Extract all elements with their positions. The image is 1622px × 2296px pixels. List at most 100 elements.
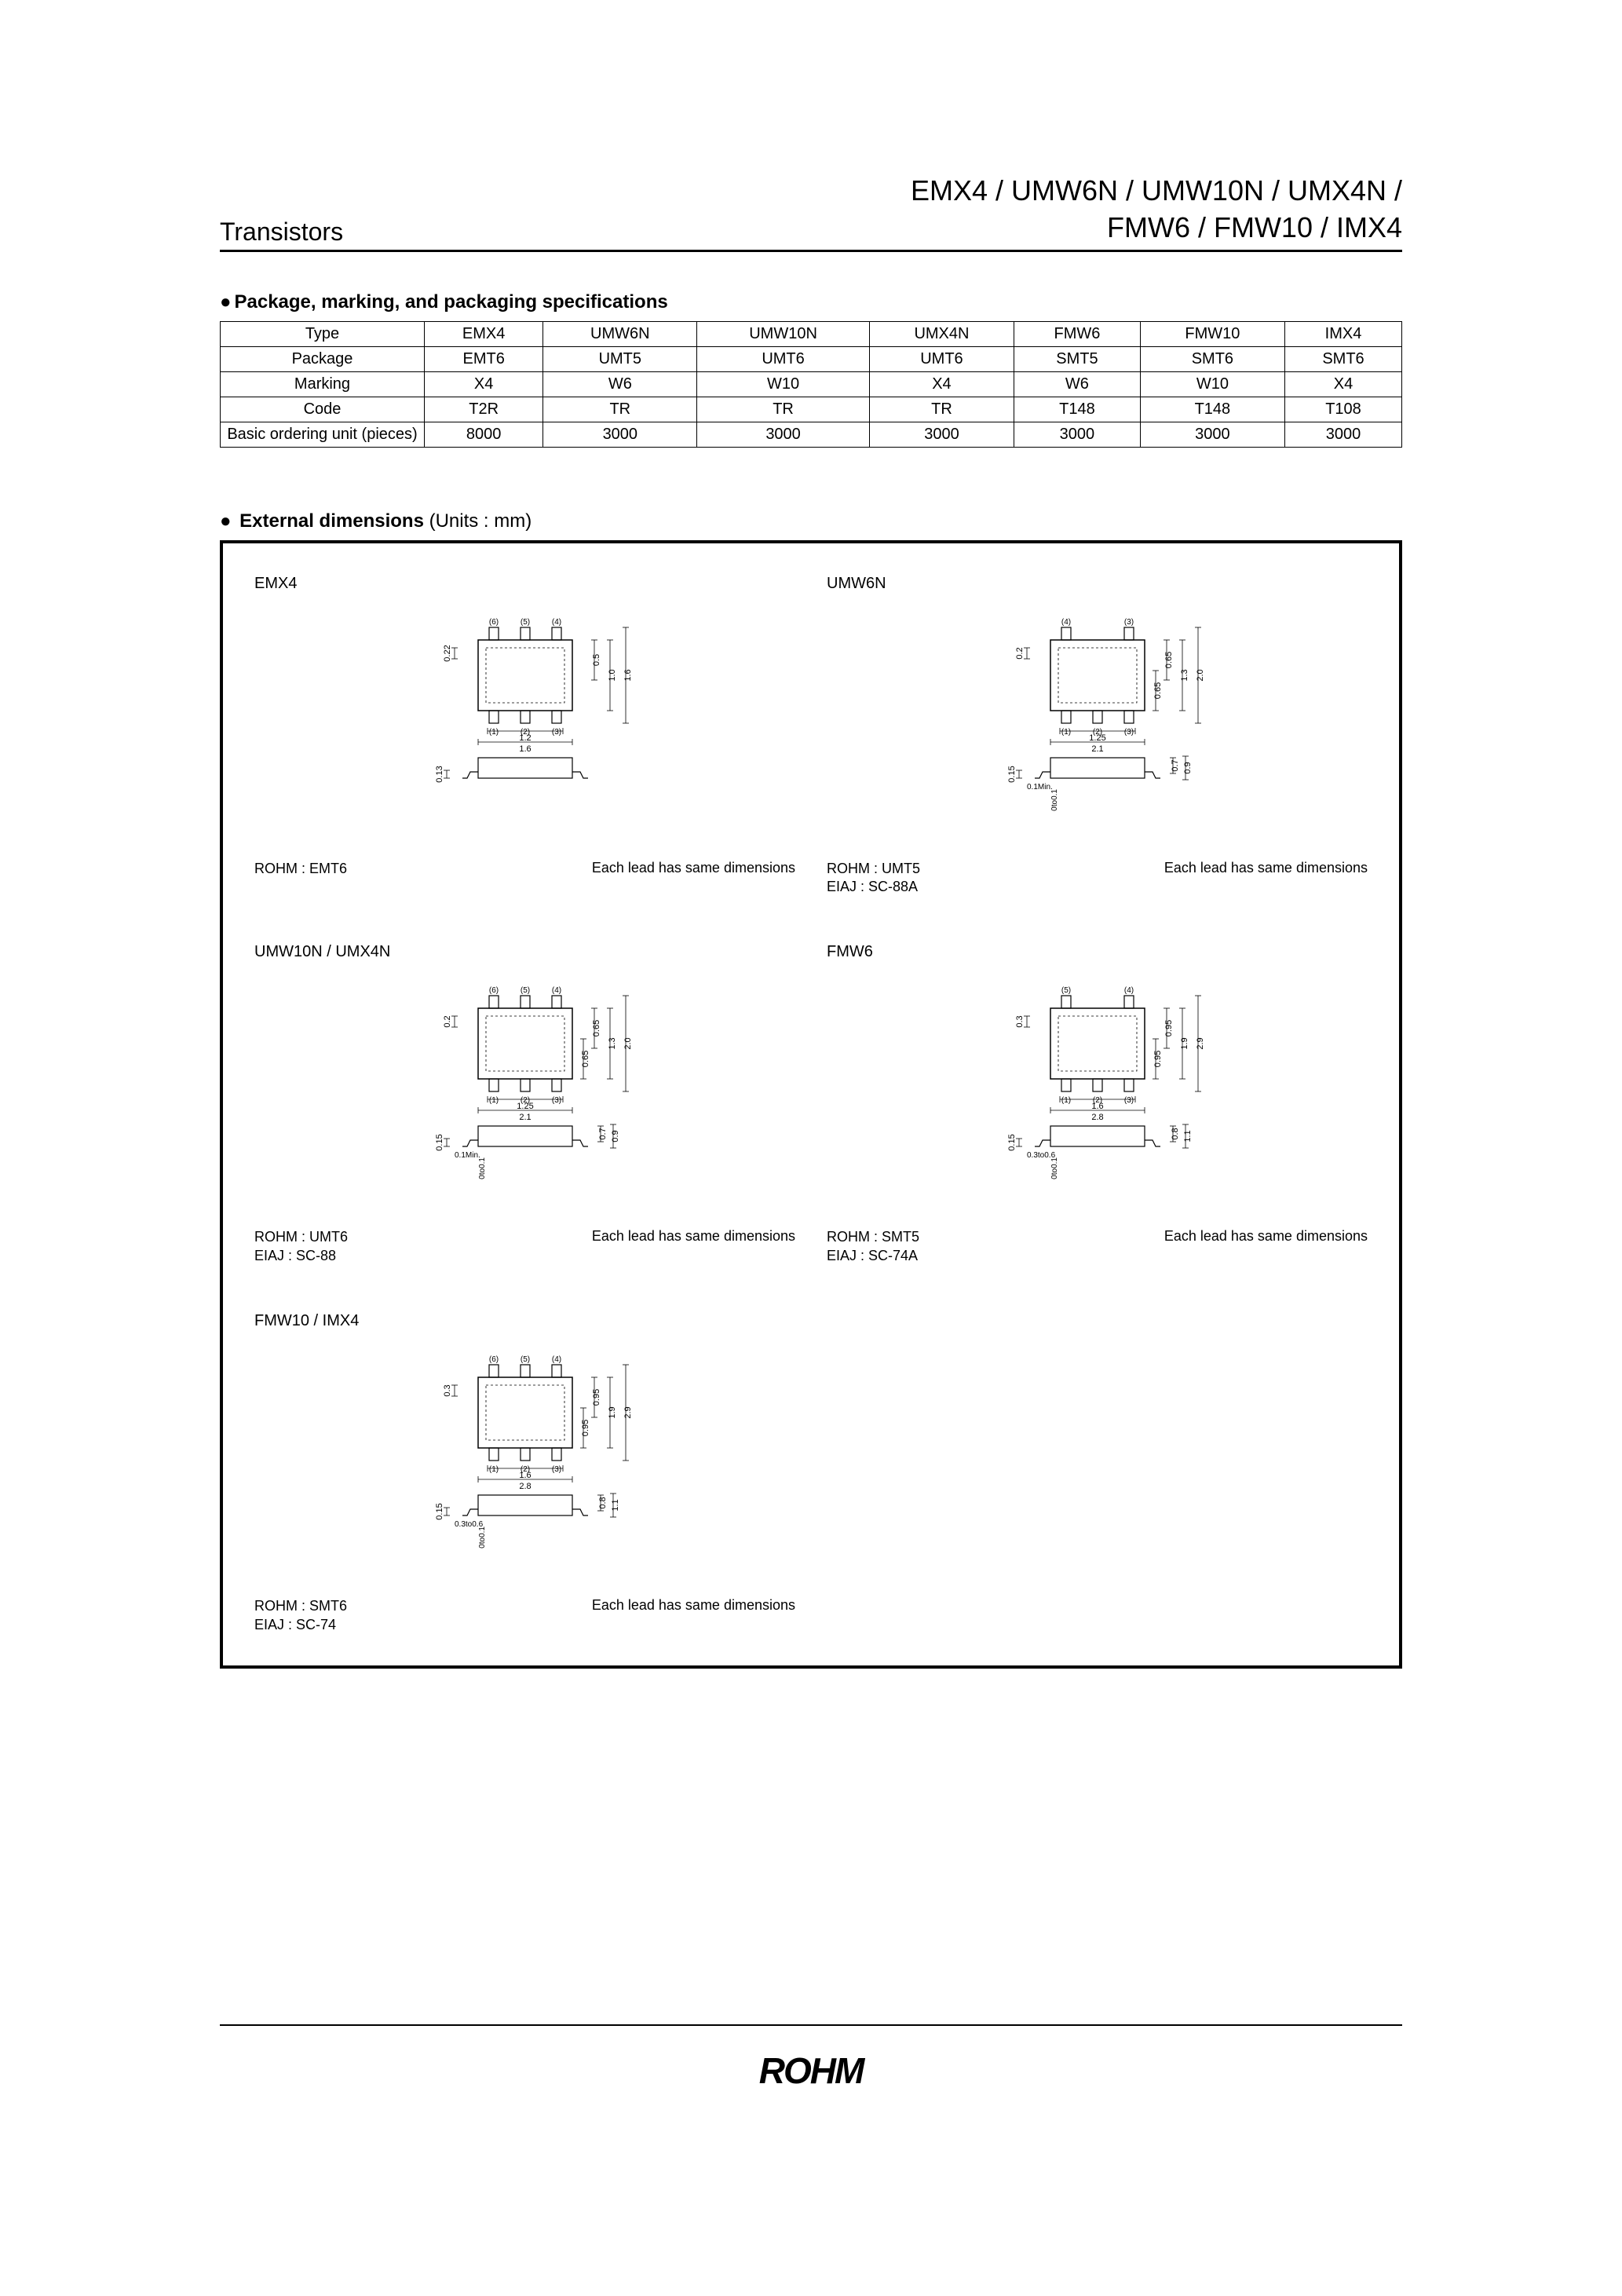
- table-row: PackageEMT6UMT5UMT6UMT6SMT5SMT6SMT6: [221, 346, 1402, 371]
- diagram-cell: UMW6N (4)(3)(1)(2)(3) 2.0 1.3 0.65 0.65: [827, 575, 1368, 897]
- svg-text:0to0.1: 0to0.1: [478, 1526, 487, 1548]
- table-cell: W10: [697, 371, 870, 397]
- table-cell: T108: [1285, 397, 1402, 422]
- header-right: EMX4 / UMW6N / UMW10N / UMX4N / FMW6 / F…: [911, 173, 1402, 247]
- svg-text:0to0.1: 0to0.1: [1050, 1157, 1059, 1179]
- svg-text:0.15: 0.15: [435, 1135, 444, 1151]
- svg-text:(1): (1): [488, 1465, 498, 1474]
- diagram-cell: FMW6 (5)(4)(1)(2)(3) 2.9 1.9 0.95 0.95: [827, 943, 1368, 1265]
- svg-text:2.0: 2.0: [623, 1038, 633, 1050]
- table-cell: FMW6: [1014, 321, 1141, 346]
- diagram-cell: EMX4 (6)(5)(4)(1)(2)(3) 1.6 1.0 0.5 1.6: [254, 575, 795, 897]
- table-row: MarkingX4W6W10X4W6W10X4: [221, 371, 1402, 397]
- svg-text:(1): (1): [1061, 1096, 1070, 1105]
- diagram-footer: ROHM : EMT6Each lead has same dimensions: [254, 860, 795, 878]
- page-header: Transistors EMX4 / UMW6N / UMW10N / UMX4…: [220, 173, 1402, 252]
- svg-text:2.8: 2.8: [519, 1482, 531, 1491]
- svg-text:(4): (4): [551, 1355, 561, 1364]
- svg-text:(1): (1): [488, 728, 498, 737]
- svg-text:1.25: 1.25: [1089, 733, 1105, 743]
- svg-text:0.3: 0.3: [1015, 1016, 1025, 1028]
- diagram-title: FMW10 / IMX4: [254, 1312, 795, 1330]
- table-cell: W10: [1140, 371, 1284, 397]
- table-cell: SMT6: [1140, 346, 1284, 371]
- package-codes: ROHM : SMT6EIAJ : SC-74: [254, 1597, 347, 1634]
- section-title-dimensions: External dimensions (Units : mm): [220, 510, 1402, 532]
- svg-text:0.15: 0.15: [1007, 766, 1017, 782]
- svg-text:(4): (4): [1061, 618, 1070, 627]
- table-cell: T148: [1140, 397, 1284, 422]
- rohm-logo: ROHM: [759, 2050, 864, 2091]
- lead-note: Each lead has same dimensions: [1164, 1228, 1368, 1245]
- header-right-line1: EMX4 / UMW6N / UMW10N / UMX4N /: [911, 173, 1402, 210]
- svg-text:0.7: 0.7: [598, 1128, 608, 1140]
- section-title-packaging: Package, marking, and packaging specific…: [220, 291, 1402, 313]
- svg-text:0.5: 0.5: [592, 653, 601, 665]
- svg-text:(4): (4): [551, 618, 561, 627]
- svg-text:1.3: 1.3: [1180, 669, 1189, 681]
- diagram-footer: ROHM : UMT6EIAJ : SC-88Each lead has sam…: [254, 1228, 795, 1265]
- row-label: Code: [221, 397, 425, 422]
- svg-text:(3): (3): [551, 1465, 561, 1474]
- table-cell: T2R: [425, 397, 543, 422]
- diagrams-box: EMX4 (6)(5)(4)(1)(2)(3) 1.6 1.0 0.5 1.6: [220, 540, 1402, 1669]
- row-label: Package: [221, 346, 425, 371]
- package-drawing: (4)(3)(1)(2)(3) 2.0 1.3 0.65 0.65 2.1: [827, 601, 1368, 860]
- table-cell: FMW10: [1140, 321, 1284, 346]
- table-cell: 3000: [697, 422, 870, 447]
- svg-text:(6): (6): [488, 1355, 498, 1364]
- table-cell: UMT6: [869, 346, 1014, 371]
- header-right-line2: FMW6 / FMW10 / IMX4: [911, 210, 1402, 247]
- svg-text:(5): (5): [520, 1355, 529, 1364]
- table-cell: TR: [543, 397, 697, 422]
- package-codes: ROHM : UMT5EIAJ : SC-88A: [827, 860, 920, 897]
- diagram-grid: EMX4 (6)(5)(4)(1)(2)(3) 1.6 1.0 0.5 1.6: [254, 575, 1368, 1634]
- svg-text:0.65: 0.65: [592, 1020, 601, 1036]
- svg-text:(5): (5): [1061, 986, 1070, 995]
- svg-text:(5): (5): [520, 618, 529, 627]
- table-cell: X4: [425, 371, 543, 397]
- svg-text:0.95: 0.95: [592, 1389, 601, 1406]
- packaging-table: TypeEMX4UMW6NUMW10NUMX4NFMW6FMW10IMX4Pac…: [220, 321, 1402, 448]
- svg-text:0.2: 0.2: [1015, 647, 1025, 659]
- diagram-footer: ROHM : SMT6EIAJ : SC-74Each lead has sam…: [254, 1597, 795, 1634]
- svg-text:2.9: 2.9: [623, 1407, 633, 1419]
- diagram-footer: ROHM : SMT5EIAJ : SC-74AEach lead has sa…: [827, 1228, 1368, 1265]
- svg-text:0.95: 0.95: [581, 1420, 590, 1436]
- svg-text:0.8: 0.8: [1171, 1128, 1180, 1140]
- table-cell: UMT6: [697, 346, 870, 371]
- row-label: Marking: [221, 371, 425, 397]
- svg-text:1.1: 1.1: [611, 1500, 620, 1512]
- svg-text:(6): (6): [488, 618, 498, 627]
- diagram-cell: UMW10N / UMX4N (6)(5)(4)(1)(2)(3) 2.0 1.…: [254, 943, 795, 1265]
- package-drawing: (6)(5)(4)(1)(2)(3) 2.0 1.3 0.65 0.65 2.1: [254, 969, 795, 1228]
- table-cell: 3000: [543, 422, 697, 447]
- table-cell: X4: [1285, 371, 1402, 397]
- table-cell: W6: [1014, 371, 1141, 397]
- svg-text:0.1Min.: 0.1Min.: [1027, 783, 1053, 792]
- diagram-footer: ROHM : UMT5EIAJ : SC-88A Each lead has sa…: [827, 860, 1368, 897]
- diagram-cell: FMW10 / IMX4 (6)(5)(4)(1)(2)(3) 2.9 1.9 …: [254, 1312, 795, 1634]
- svg-text:2.8: 2.8: [1091, 1113, 1103, 1122]
- svg-text:1.1: 1.1: [1183, 1131, 1193, 1143]
- table-cell: EMT6: [425, 346, 543, 371]
- svg-text:(4): (4): [1123, 986, 1133, 995]
- lead-note: Each lead has same dimensions: [592, 860, 795, 876]
- package-drawing: (6)(5)(4)(1)(2)(3) 1.6 1.0 0.5 1.6 1.2: [254, 601, 795, 860]
- svg-text:0.15: 0.15: [435, 1503, 444, 1519]
- table-row: CodeT2RTRTRTRT148T148T108: [221, 397, 1402, 422]
- svg-text:0.22: 0.22: [443, 645, 452, 661]
- table-cell: 3000: [869, 422, 1014, 447]
- diagram-cell: [827, 1312, 1368, 1634]
- svg-text:1.6: 1.6: [519, 744, 531, 754]
- lead-note: Each lead has same dimensions: [1164, 860, 1368, 876]
- svg-text:(1): (1): [488, 1096, 498, 1105]
- svg-text:2.9: 2.9: [1196, 1038, 1205, 1050]
- table-cell: UMW10N: [697, 321, 870, 346]
- svg-text:0.9: 0.9: [1183, 762, 1193, 773]
- svg-text:1.3: 1.3: [608, 1038, 617, 1050]
- svg-text:1.6: 1.6: [623, 669, 633, 681]
- svg-text:1.9: 1.9: [608, 1407, 617, 1419]
- row-label: Basic ordering unit (pieces): [221, 422, 425, 447]
- svg-text:2.1: 2.1: [1091, 744, 1103, 754]
